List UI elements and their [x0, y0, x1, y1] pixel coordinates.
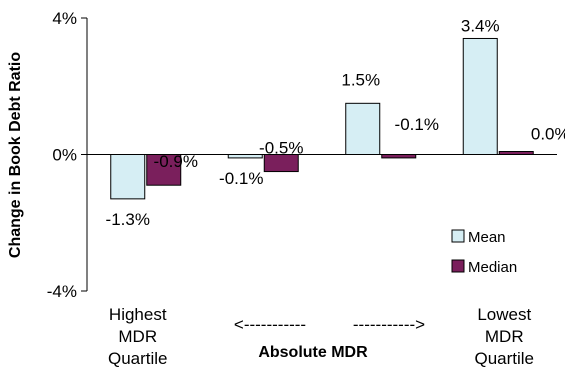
legend-swatch-median [451, 259, 465, 273]
legend: Mean Median [451, 229, 517, 276]
data-label-median: -0.9% [154, 152, 198, 171]
y-tick-label: 4% [52, 9, 77, 28]
legend-label-mean: Mean [468, 229, 506, 246]
data-label-mean: -0.1% [219, 169, 263, 188]
legend-swatch-mean [451, 229, 465, 243]
data-label-median: 0.0% [531, 125, 565, 144]
category-label: Quartile [108, 349, 168, 368]
category-label: MDR [485, 327, 524, 346]
data-label-mean: 1.5% [341, 70, 380, 89]
data-label-mean: -1.3% [106, 210, 150, 229]
bar-median [498, 151, 534, 155]
data-label-median: -0.5% [259, 139, 303, 158]
bar-median [381, 154, 417, 159]
x-axis-arrow-right: -----------> [353, 315, 425, 334]
y-tick-label: 0% [52, 146, 77, 165]
bar-mean [227, 154, 263, 159]
data-label-mean: 3.4% [461, 16, 500, 35]
category-label: Quartile [474, 349, 534, 368]
category-label: MDR [118, 327, 157, 346]
legend-label-median: Median [468, 259, 517, 276]
category-label: Highest [109, 305, 167, 324]
bar-mean [110, 154, 146, 200]
y-tick-label: -4% [47, 282, 77, 301]
data-label-median: -0.1% [395, 115, 439, 134]
bar-mean [345, 102, 381, 155]
y-axis-title: Change in Book Debt Ratio [7, 52, 24, 258]
bar-median [263, 154, 299, 173]
x-axis-title: Absolute MDR [258, 344, 368, 361]
bar-mean [462, 37, 498, 155]
bar-median [146, 154, 182, 186]
x-axis-arrow-left: <----------- [234, 315, 306, 334]
category-label: Lowest [477, 305, 531, 324]
